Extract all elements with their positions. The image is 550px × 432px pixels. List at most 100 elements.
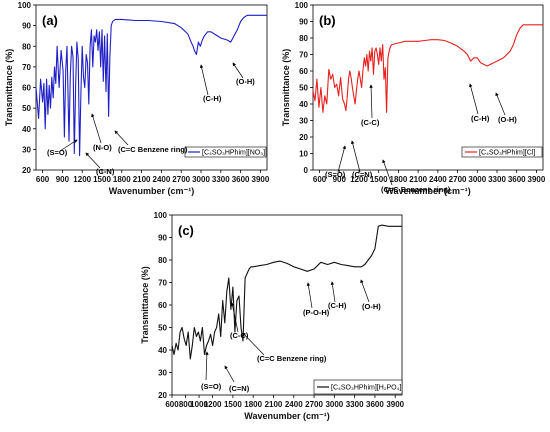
annotation-arrow [369, 84, 373, 119]
x-tick-label: 1200 [204, 400, 222, 409]
x-axis-title: Wavenumber (cm⁻¹) [109, 186, 194, 196]
y-tick-label: 0 [304, 166, 309, 175]
y-tick-label: 60 [22, 84, 31, 93]
x-tick-label: 3900 [528, 175, 546, 184]
series-line-1 [171, 224, 402, 360]
panel-label: (a) [42, 13, 58, 28]
y-tick-label: 90 [22, 22, 31, 31]
x-tick-label: 1000 [190, 400, 208, 409]
panel-label: (c) [178, 223, 194, 238]
x-tick-label: 1500 [370, 175, 388, 184]
annotation-label: (O-H) [362, 302, 381, 311]
annotation-arrow [360, 279, 370, 303]
chart-panel-2: 0 10 20 30 40 50 60 70 80 90 100 600 900 1200 1500 1800… [281, 1, 546, 196]
x-tick-label: 2400 [153, 175, 171, 184]
annotation-label: (P-O-H) [303, 308, 330, 317]
annotation-label: (C-N) [96, 167, 115, 176]
annotation-arrow [232, 62, 244, 79]
y-tick-label: 10 [299, 150, 308, 159]
y-axis-title: Transmittance (%) [140, 266, 150, 344]
y-tick-label: 70 [22, 63, 31, 72]
x-tick-label: 900 [333, 175, 347, 184]
annotation-arrow [469, 83, 479, 115]
x-tick-label: 600 [313, 175, 327, 184]
x-tick-label: 3300 [488, 175, 506, 184]
x-tick-label: 3000 [192, 175, 210, 184]
annotation-label: (N-O) [93, 143, 112, 152]
y-tick-label: 90 [158, 234, 167, 243]
annotation-label: (C=C Benzene ring) [381, 185, 451, 194]
y-axis-title: Transmittance (%) [4, 49, 14, 127]
y-tick-label: 60 [158, 301, 167, 310]
y-tick-label: 30 [158, 369, 167, 378]
y-tick-label: 80 [158, 256, 167, 265]
annotation-arrow [351, 140, 361, 173]
x-tick-label: 3900 [252, 175, 270, 184]
annotation-arrow [495, 92, 506, 116]
y-tick-label: 100 [18, 1, 32, 10]
annotation-arrow [230, 302, 239, 333]
legend-box [461, 146, 543, 158]
y-tick-label: 30 [299, 117, 308, 126]
y-tick-label: 80 [299, 34, 308, 43]
x-tick-label: 3600 [232, 175, 250, 184]
annotation-label: (C-H) [328, 301, 347, 310]
x-tick-label: 1800 [113, 175, 131, 184]
panel-label: (b) [319, 13, 336, 28]
y-tick-label: 70 [158, 279, 167, 288]
legend-box [184, 146, 267, 158]
annotation-label: (O-H) [498, 115, 517, 124]
annotation-label: (C=C Benzene ring) [118, 145, 188, 154]
x-tick-label: 3900 [386, 400, 404, 409]
y-tick-label: 60 [299, 67, 308, 76]
y-tick-label: 100 [295, 1, 309, 10]
x-tick-label: 900 [56, 175, 70, 184]
x-tick-label: 3300 [346, 400, 364, 409]
x-tick-label: 600 [165, 400, 179, 409]
x-axis-title: Wavenumber (cm⁻¹) [385, 186, 470, 196]
annotation-arrow [382, 159, 393, 186]
x-tick-label: 3000 [325, 400, 343, 409]
x-tick-label: 2400 [429, 175, 447, 184]
annotation-arrow [224, 365, 235, 383]
y-tick-label: 80 [22, 42, 31, 51]
annotation-arrow [91, 113, 102, 144]
x-tick-label: 2100 [265, 400, 283, 409]
annotation-label: (C-C) [230, 331, 249, 340]
y-tick-label: 50 [22, 104, 31, 113]
x-tick-label: 2700 [172, 175, 190, 184]
y-tick-label: 20 [22, 166, 31, 175]
annotation-arrow [337, 145, 346, 173]
y-tick-label: 40 [158, 346, 167, 355]
y-tick-label: 50 [299, 84, 308, 93]
series-line-1 [312, 24, 543, 113]
x-axis-title: Wavenumber (cm⁻¹) [244, 411, 329, 421]
annotation-label: (S=O) [47, 148, 68, 157]
annotation-label: (C=C Benzene ring) [257, 354, 327, 363]
annotation-label: (C-H) [471, 114, 490, 123]
annotation-arrow [59, 139, 78, 152]
x-tick-label: 1500 [93, 175, 111, 184]
y-tick-label: 40 [299, 100, 308, 109]
x-tick-label: 1200 [350, 175, 368, 184]
x-tick-label: 2400 [285, 400, 303, 409]
annotation-arrow [205, 351, 209, 381]
annotation-label: (S=O) [325, 170, 346, 179]
chart-panel-1: 20 30 40 50 60 70 80 90 100 600 900 1200 1500 1800 210… [4, 1, 270, 196]
annotation-label: (C-C) [361, 118, 380, 127]
x-tick-label: 2700 [305, 400, 323, 409]
annotation-arrow [330, 281, 336, 303]
y-tick-label: 100 [154, 211, 168, 220]
y-tick-label: 20 [158, 391, 167, 400]
annotation-label: (C=N) [352, 170, 373, 179]
y-tick-label: 50 [158, 324, 167, 333]
x-tick-label: 2100 [409, 175, 427, 184]
legend-box [313, 379, 403, 395]
y-tick-label: 20 [299, 133, 308, 142]
y-tick-label: 30 [22, 145, 31, 154]
x-tick-label: 1800 [390, 175, 408, 184]
annotation-arrow [306, 282, 313, 309]
legend-label: [C₄SO₃HPhim][Cl] [479, 150, 535, 157]
